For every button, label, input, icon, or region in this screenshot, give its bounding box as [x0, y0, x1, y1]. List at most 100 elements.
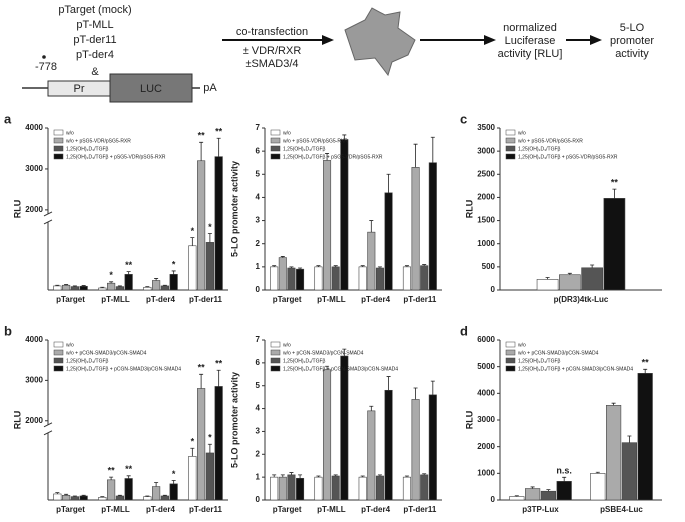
significance: **: [108, 466, 116, 476]
legend-swatch: [53, 153, 64, 160]
y-tick-label: 5000: [477, 362, 495, 371]
legend-swatch: [270, 145, 281, 152]
construct-name: pT-der11: [73, 34, 116, 46]
error-bar: [109, 476, 114, 480]
bar: [62, 284, 71, 291]
error-bar: [100, 286, 105, 288]
error-bar: [316, 475, 321, 478]
bar: [197, 160, 206, 291]
legend-label: 1,25(OH)₂D₃/TGFβ: [283, 146, 326, 152]
error-bar: [545, 277, 550, 280]
bar: [340, 355, 349, 501]
bar: [287, 267, 296, 291]
error-bar: [627, 435, 632, 443]
y-tick-label: 500: [482, 262, 496, 271]
error-bar: [109, 281, 114, 284]
error-bar: [81, 494, 86, 496]
y-tick-label: 0: [256, 495, 261, 504]
legend-label: w/o + pSG5-VDR/pSG5-RXR: [283, 138, 348, 144]
x-tick-label: pTarget: [56, 295, 85, 304]
error-bar: [386, 376, 391, 391]
y-tick-label: 1500: [477, 216, 495, 225]
y-tick-label: 2000: [25, 416, 43, 425]
bar: [559, 274, 581, 291]
error-bar: [64, 284, 69, 286]
error-bar: [333, 265, 338, 267]
error-bar: [117, 285, 122, 287]
error-bar: [207, 233, 212, 243]
y-tick-label: 1: [256, 262, 261, 271]
step-label: co-transfection: [236, 26, 308, 38]
error-bar: [413, 143, 418, 168]
bar: [331, 266, 340, 291]
error-bar: [377, 266, 382, 269]
legend-swatch: [53, 137, 64, 144]
y-tick-label: 7: [256, 123, 261, 132]
panel-letter: d: [460, 323, 468, 338]
error-bar: [298, 267, 303, 270]
legend-label: w/o: [518, 342, 526, 348]
bar: [556, 481, 572, 501]
legend-swatch: [505, 153, 516, 160]
legend-label: w/o: [283, 130, 291, 136]
legend-swatch: [270, 341, 281, 348]
bar: [115, 495, 124, 501]
legend-label: w/o + pCGN-SMAD3/pCGN-SMAD4: [66, 350, 147, 356]
legend-label: 1,25(OH)₂D₃/TGFβ: [518, 146, 561, 152]
error-bar: [325, 153, 330, 161]
bar: [384, 389, 393, 501]
significance: **: [198, 363, 206, 373]
y-tick-label: 4: [256, 404, 261, 413]
bar: [169, 274, 178, 291]
error-bar: [190, 237, 195, 246]
step-label: ±SMAD3/4: [245, 58, 298, 70]
error-bar: [430, 380, 435, 395]
bar: [107, 282, 116, 291]
x-tick-label: pT-der11: [403, 295, 436, 304]
legend-label: 1,25(OH)₂D₃/TGFβ + pSG5-VDR/pSG5-RXR: [283, 154, 383, 160]
error-bar: [207, 443, 212, 453]
legend-swatch: [505, 349, 516, 356]
error-bar: [369, 405, 374, 411]
error-bar: [611, 402, 616, 406]
significance: **: [611, 177, 619, 187]
error-bar: [171, 270, 176, 275]
error-bar: [530, 486, 535, 489]
error-bar: [190, 447, 195, 457]
legend-label: w/o: [66, 130, 74, 136]
significance: n.s.: [556, 466, 572, 476]
y-tick-label: 3000: [25, 375, 43, 384]
bar: [53, 493, 62, 501]
error-bar: [216, 369, 221, 387]
bar: [169, 483, 178, 501]
y-tick-label: 1000: [477, 468, 495, 477]
legend-swatch: [53, 341, 64, 348]
x-tick-label: pSBE4-Luc: [600, 505, 643, 514]
error-bar: [514, 495, 519, 497]
bar: [358, 476, 367, 501]
y-axis-label: 5-LO promoter activity: [229, 161, 239, 257]
y-tick-label: 0: [491, 285, 496, 294]
bar: [62, 494, 71, 501]
error-bar: [567, 272, 572, 275]
bar: [143, 496, 152, 501]
bar: [270, 476, 279, 501]
bar: [287, 474, 296, 501]
x-tick-label: p(DR3)4tk-Luc: [554, 295, 609, 304]
error-bar: [333, 474, 338, 476]
bar: [509, 496, 525, 501]
bar: [314, 476, 323, 501]
y-tick-label: 2000: [25, 205, 43, 214]
bar: [323, 369, 332, 501]
bar: [367, 410, 376, 501]
y-tick-label: 1000: [477, 239, 495, 248]
bar: [621, 442, 637, 501]
bar: [152, 486, 161, 501]
legend-swatch: [505, 137, 516, 144]
significance: **: [198, 131, 206, 141]
y-tick-label: 7: [256, 335, 261, 344]
luc-box: [109, 73, 193, 103]
error-bar: [562, 476, 567, 482]
position-dot: [42, 55, 46, 59]
